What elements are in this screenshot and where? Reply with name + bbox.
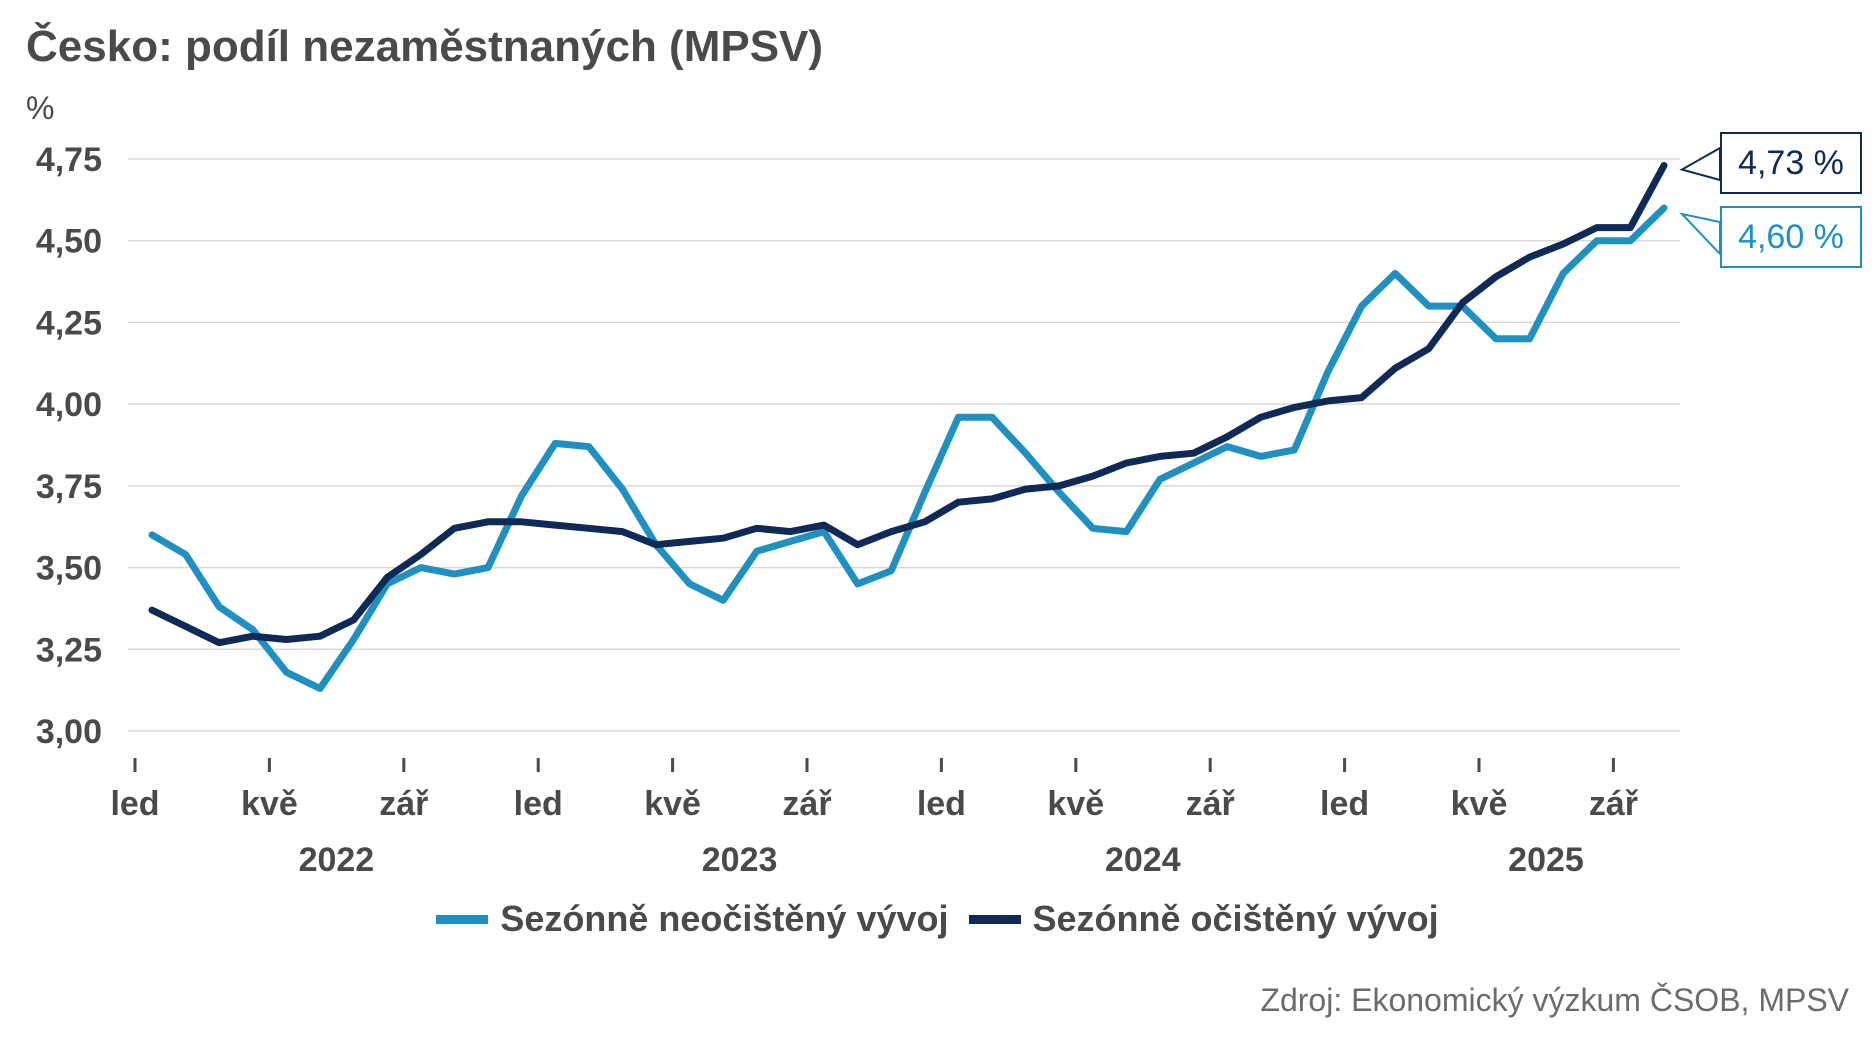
legend-item-unadjusted: Sezónně neočištěný vývoj: [436, 898, 949, 940]
legend-item-adjusted: Sezónně očištěný vývoj: [968, 898, 1439, 940]
series-lines: [148, 162, 1668, 692]
y-tick-label: 4,25: [36, 304, 102, 342]
unadjusted-callout: 4,60 %: [1720, 206, 1862, 268]
x-tick-label: zář: [782, 785, 832, 823]
y-tick-label: 3,25: [36, 631, 102, 669]
series-line-adjusted: [148, 162, 1668, 647]
x-tick-label: zář: [379, 785, 429, 823]
y-tick-label: 3,00: [36, 713, 102, 751]
legend-swatch-adjusted: [968, 914, 1021, 924]
x-tick-label: kvě: [1451, 785, 1508, 823]
adjusted-callout-pointer: [1679, 146, 1721, 182]
chart-title: Česko: podíl nezaměstnaných (MPSV): [26, 22, 824, 71]
year-label: 2024: [1105, 841, 1181, 879]
y-axis-unit: %: [26, 90, 55, 126]
source-note: Zdroj: Ekonomický výzkum ČSOB, MPSV: [1260, 982, 1849, 1018]
year-label: 2022: [299, 841, 375, 879]
legend-label-adjusted: Sezónně očištěný vývoj: [1032, 898, 1439, 939]
y-tick-label: 3,50: [36, 550, 102, 588]
line-chart: 3,00 3,25 3,50 3,75 4,00 4,25 4,50 4,75 led kvě z…: [36, 141, 1721, 879]
y-tick-label: 3,75: [36, 468, 102, 506]
x-tick-label: zář: [1186, 785, 1236, 823]
x-tick-label: led: [110, 785, 159, 823]
unadjusted-callout-pointer: [1679, 212, 1721, 257]
year-label: 2025: [1508, 841, 1584, 879]
series-line-unadjusted: [148, 204, 1668, 692]
year-label: 2023: [702, 841, 778, 879]
x-tick-label: kvě: [644, 785, 701, 823]
x-tick-label: kvě: [1047, 785, 1104, 823]
legend-swatch-unadjusted: [436, 914, 489, 924]
x-tick-label: led: [514, 785, 563, 823]
legend-label-unadjusted: Sezónně neočištěný vývoj: [500, 898, 949, 939]
adjusted-callout-value: 4,73 %: [1738, 143, 1844, 182]
y-tick-label: 4,75: [36, 141, 102, 179]
callout-pointers: [1679, 146, 1721, 257]
x-tick-marks: [133, 758, 1615, 772]
x-tick-label: kvě: [241, 785, 298, 823]
y-tick-label: 4,00: [36, 386, 102, 424]
y-tick-label: 4,50: [36, 223, 102, 261]
year-labels: 2022 2023 2024 2025: [299, 841, 1584, 879]
unadjusted-callout-value: 4,60 %: [1738, 217, 1844, 256]
grid-lines: [128, 158, 1680, 732]
x-tick-label: led: [917, 785, 966, 823]
y-tick-labels: 3,00 3,25 3,50 3,75 4,00 4,25 4,50 4,75: [36, 141, 102, 751]
adjusted-callout: 4,73 %: [1720, 132, 1862, 194]
x-tick-labels: led kvě zář led kvě zář led kvě zář led kvě zář: [110, 785, 1638, 823]
legend: Sezónně neočištěný vývoj Sezónně očištěn…: [0, 898, 1875, 940]
x-tick-label: zář: [1589, 785, 1639, 823]
x-tick-label: led: [1320, 785, 1369, 823]
